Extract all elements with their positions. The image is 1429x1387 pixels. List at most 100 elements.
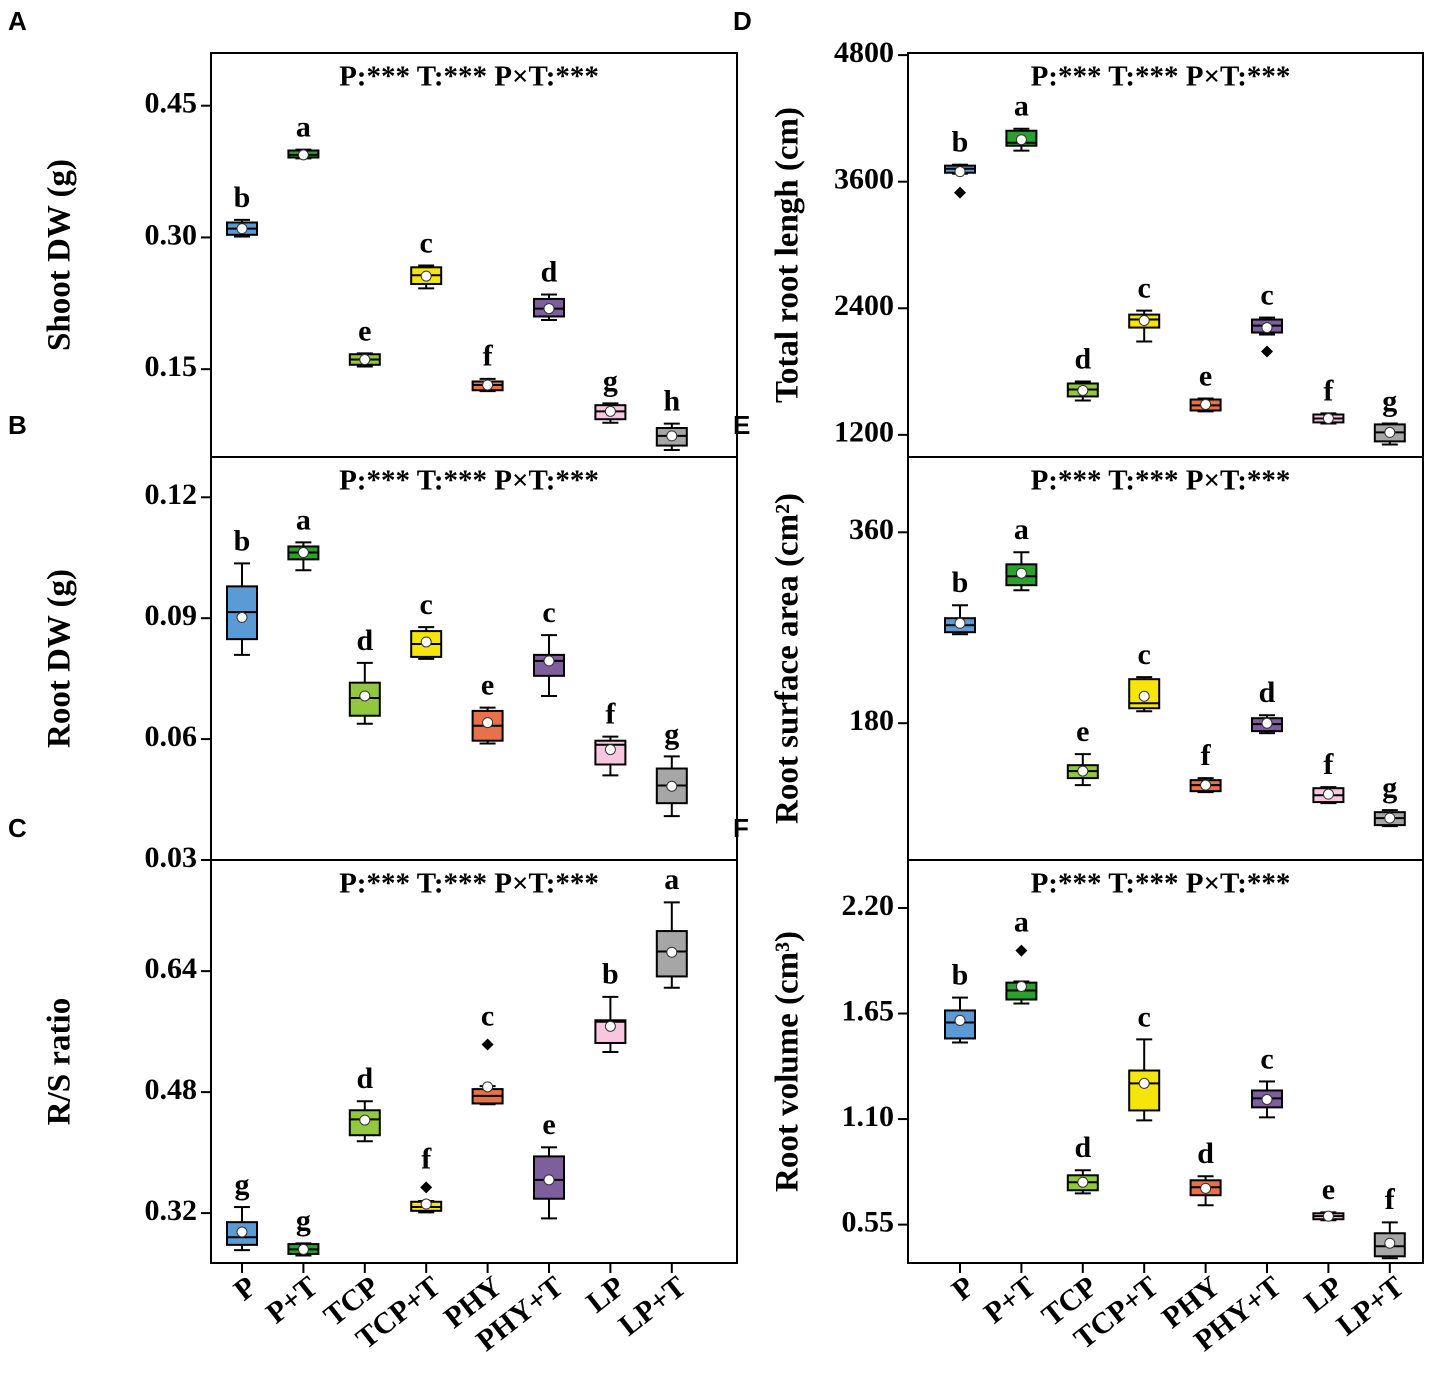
panel-label: E: [733, 410, 750, 440]
mean: [543, 303, 555, 315]
significance-letter: d: [1074, 342, 1091, 375]
mean: [604, 405, 616, 417]
significance-letter: a: [664, 863, 679, 896]
significance-letter: b: [952, 958, 969, 991]
mean: [1322, 412, 1334, 424]
y-axis-label: Root surface area (cm²): [770, 493, 806, 824]
annotation: P:*** T:*** P×T:***: [1031, 465, 1291, 497]
panel-frame: [210, 52, 738, 458]
annotation: P:*** T:*** P×T:***: [339, 868, 599, 900]
mean: [1138, 1077, 1150, 1089]
significance-letter: a: [296, 110, 311, 143]
mean: [1322, 788, 1334, 800]
mean: [954, 1014, 966, 1026]
box-group: f: [1312, 374, 1345, 425]
panel-label: C: [8, 813, 27, 843]
mean: [666, 780, 678, 792]
box-group: a: [1005, 513, 1038, 592]
box-group: e: [1312, 1173, 1345, 1222]
significance-letter: e: [1199, 359, 1212, 392]
y-tick-label: 0.09: [145, 599, 198, 632]
x-tick-label: P+T: [978, 1270, 1042, 1330]
box-group: a: [287, 110, 320, 161]
significance-letter: a: [1014, 90, 1029, 123]
mean: [954, 166, 966, 178]
significance-letter: f: [1385, 1183, 1396, 1216]
mean: [1015, 567, 1027, 579]
y-tick-label: 180: [849, 704, 894, 737]
x-tick-label: P+T: [260, 1270, 324, 1330]
mean: [543, 1174, 555, 1186]
mean: [1138, 315, 1150, 327]
box-group: c: [533, 596, 565, 697]
mean: [420, 1198, 432, 1210]
box-group: b: [944, 126, 976, 199]
box-group: g: [594, 364, 627, 424]
panel-label: D: [733, 6, 752, 36]
significance-letter: g: [1382, 384, 1397, 417]
mean: [359, 354, 371, 366]
mean: [482, 1081, 494, 1093]
mean: [359, 690, 371, 702]
annotation: P:*** T:*** P×T:***: [1031, 61, 1291, 93]
box-group: d: [1066, 342, 1099, 402]
y-tick-label: 1.10: [842, 1100, 895, 1133]
mean: [1015, 134, 1027, 146]
mean: [1015, 980, 1027, 992]
significance-letter: e: [358, 314, 371, 347]
y-tick-label: 2400: [834, 289, 894, 322]
mean: [1077, 1176, 1089, 1188]
significance-letter: f: [1201, 739, 1212, 772]
x-tick-label: P: [228, 1270, 263, 1307]
x-tick-label: LP+T: [613, 1270, 693, 1342]
mean: [236, 1226, 248, 1238]
mean: [1200, 779, 1212, 791]
box-group: d: [1189, 1137, 1222, 1207]
y-tick-label: 0.45: [145, 87, 198, 120]
y-tick-label: 3600: [834, 163, 894, 196]
annotation: P:*** T:*** P×T:***: [1031, 868, 1291, 900]
significance-letter: f: [1323, 374, 1334, 407]
box-group: f: [410, 1142, 443, 1214]
significance-letter: c: [542, 596, 555, 629]
box-group: b: [226, 181, 258, 238]
significance-letter: f: [1323, 748, 1334, 781]
mean: [954, 617, 966, 629]
box-group: c: [1251, 1042, 1283, 1119]
mean: [359, 1114, 371, 1126]
outlier: [1261, 345, 1273, 358]
significance-letter: f: [605, 698, 616, 731]
box-group: c: [410, 226, 443, 290]
box-group: d: [533, 255, 565, 321]
box-group: c: [1128, 271, 1161, 343]
box-group: g: [226, 1168, 258, 1252]
box-group: b: [944, 566, 976, 636]
annotation: P:*** T:*** P×T:***: [339, 61, 599, 93]
box-group: a: [1005, 90, 1038, 152]
box-group: e: [1066, 715, 1099, 787]
mean: [1200, 1182, 1212, 1194]
outlier: [1015, 944, 1028, 957]
significance-letter: e: [1322, 1173, 1335, 1206]
significance-letter: b: [952, 126, 969, 159]
mean: [1322, 1210, 1334, 1222]
box-group: f: [1189, 739, 1222, 794]
mean: [1200, 398, 1212, 410]
y-tick-label: 1200: [834, 416, 894, 449]
mean: [482, 379, 494, 391]
mean: [666, 430, 678, 442]
box-group: f: [1312, 748, 1345, 805]
box-group: f: [1373, 1183, 1406, 1260]
mean: [297, 149, 309, 161]
mean: [236, 223, 248, 235]
annotation: P:*** T:*** P×T:***: [339, 465, 599, 497]
mean: [236, 611, 248, 623]
y-axis-label: R/S ratio: [42, 998, 78, 1125]
box-group: c: [471, 999, 504, 1106]
significance-letter: c: [481, 999, 494, 1032]
y-axis-label: Shoot DW (g): [42, 159, 78, 351]
panel-label: B: [8, 410, 27, 440]
box-group: a: [287, 503, 320, 572]
box-group: a: [1005, 905, 1038, 1005]
significance-letter: c: [1138, 271, 1151, 304]
